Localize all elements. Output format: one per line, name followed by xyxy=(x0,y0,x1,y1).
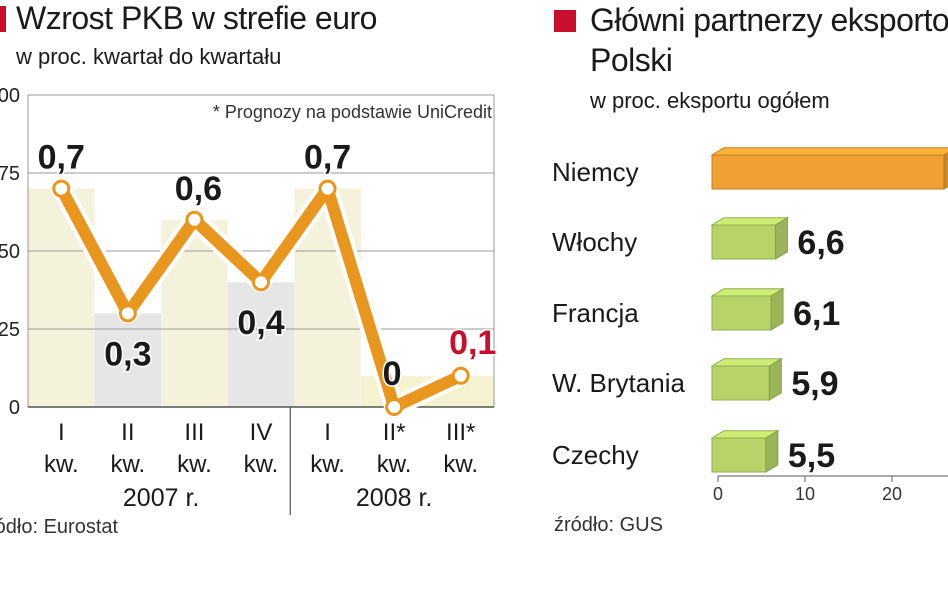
x-tick-label: 0 xyxy=(713,484,723,504)
data-label: 5,5 xyxy=(788,437,835,475)
export-chart-title-line1: Główni partnerzy eksportowi xyxy=(590,2,948,38)
data-point xyxy=(118,304,137,323)
year-label: 2008 r. xyxy=(356,484,432,512)
data-point xyxy=(318,179,337,198)
data-point xyxy=(252,273,270,292)
gdp-chart-subtitle: w proc. kwartał do kwartału xyxy=(16,44,282,69)
data-point xyxy=(185,210,204,229)
title-marker-icon xyxy=(0,6,6,32)
x-tick-label: 20 xyxy=(882,484,902,504)
category-label: Czechy xyxy=(552,440,639,470)
gdp-chart-title: Wzrost PKB w strefie euro xyxy=(16,0,377,36)
x-tick-label: 10 xyxy=(795,484,815,504)
y-tick-label: 0 xyxy=(9,397,20,419)
x-tick-label: II* xyxy=(383,419,406,446)
bar-top xyxy=(710,217,790,226)
x-tick-label: kw. xyxy=(377,451,412,478)
export-chart-title-line2: Polski xyxy=(590,42,673,78)
x-tick-label: kw. xyxy=(111,451,146,478)
data-label: 0,4 xyxy=(237,304,284,342)
category-label: W. Brytania xyxy=(552,368,685,398)
x-tick-label: kw. xyxy=(244,451,279,478)
gdp-chart-source: źródło: Eurostat xyxy=(0,516,119,538)
bar xyxy=(711,295,772,331)
x-tick-label: III* xyxy=(446,419,475,446)
bar xyxy=(711,154,945,190)
bar xyxy=(711,224,776,260)
data-point xyxy=(451,366,470,385)
bar-top xyxy=(710,147,948,156)
gdp-growth-panel: Wzrost PKB w strefie euro w proc. kwarta… xyxy=(0,0,498,538)
data-label: 0,7 xyxy=(38,139,85,177)
year-label: 2007 r. xyxy=(123,484,199,512)
x-tick-label: kw. xyxy=(310,451,345,478)
data-point xyxy=(52,179,71,198)
x-tick-label: I xyxy=(324,419,331,446)
x-tick-label: III xyxy=(184,419,204,446)
x-tick-label: IV xyxy=(250,419,273,446)
bar-end xyxy=(770,287,784,331)
y-tick-label: 50 xyxy=(0,241,20,263)
data-label: 5,9 xyxy=(791,365,838,403)
y-tick-label: 75 xyxy=(0,163,20,185)
data-label: 0,1 xyxy=(449,324,496,362)
category-label: Niemcy xyxy=(552,157,639,187)
category-label: Włochy xyxy=(552,227,637,257)
y-tick-label: 00 xyxy=(0,85,20,107)
data-label: 6,6 xyxy=(797,224,844,262)
data-label: 0,6 xyxy=(175,170,222,208)
export-chart-subtitle: w proc. eksportu ogółem xyxy=(590,88,830,113)
bar xyxy=(711,437,767,473)
title-marker-icon xyxy=(554,10,576,32)
data-point xyxy=(385,398,404,416)
export-bar-chart: 0 10 20 Niemcy Włochy 6,6 Francja 6,1 W. Brytani… xyxy=(552,147,948,504)
x-tick-label: II xyxy=(121,419,134,446)
bar-end xyxy=(774,216,788,260)
bar-end xyxy=(943,152,948,190)
data-label: 6,1 xyxy=(793,295,840,333)
bar-end xyxy=(768,357,782,401)
category-label: Francja xyxy=(552,298,639,328)
bar xyxy=(711,365,770,401)
x-tick-label: kw. xyxy=(443,451,478,478)
data-label: 0,7 xyxy=(304,139,351,177)
data-label: 0 xyxy=(383,355,402,393)
x-tick-label: kw. xyxy=(177,451,212,478)
x-tick-label: kw. xyxy=(44,451,79,478)
column-band xyxy=(227,282,295,407)
y-tick-label: 25 xyxy=(0,319,20,341)
gdp-line-chart: 0 25 50 75 00 * Prognozy na podstawie UniCred… xyxy=(0,85,498,515)
data-label: 0,3 xyxy=(104,335,151,373)
x-tick-label: I xyxy=(58,419,65,446)
forecast-note: * Prognozy na podstawie UniCredit xyxy=(213,102,492,122)
bar-end xyxy=(765,429,779,473)
export-chart-source: źródło: GUS xyxy=(554,514,663,536)
export-partners-panel: Główni partnerzy eksportowi Polski w pro… xyxy=(540,0,948,593)
